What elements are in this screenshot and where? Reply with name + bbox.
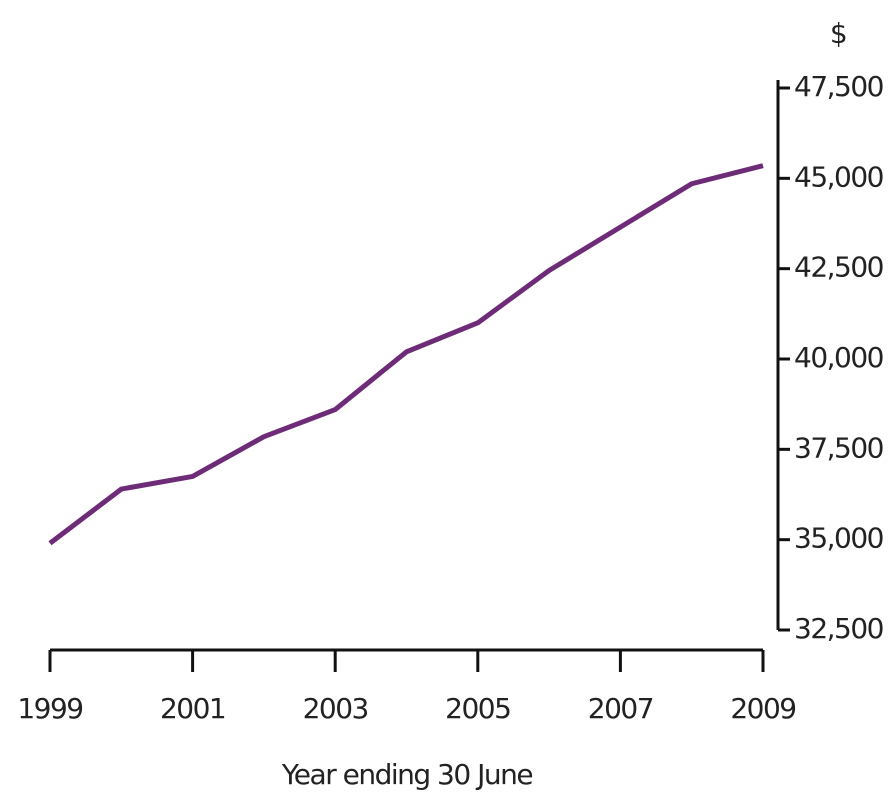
x-tick-label: 2009 <box>730 692 795 725</box>
x-axis-label: Year ending 30 June <box>281 758 532 791</box>
data-line <box>48 163 764 546</box>
y-tick-label: 47,500 <box>794 70 883 103</box>
y-tick-label: 40,000 <box>794 341 883 374</box>
y-tick-label: 35,000 <box>794 522 883 555</box>
y-tick-label: 37,500 <box>794 431 883 464</box>
x-tick-label: 1999 <box>17 692 82 725</box>
y-tick-label: 45,000 <box>794 160 883 193</box>
x-tick-label: 2001 <box>160 692 225 725</box>
x-tick-label: 2003 <box>303 692 368 725</box>
y-tick-label: 32,500 <box>794 612 883 645</box>
y-tick-label: 42,500 <box>794 251 883 284</box>
x-tick-label: 2005 <box>445 692 510 725</box>
x-tick-label: 2007 <box>588 692 653 725</box>
y-axis-label: $ <box>830 17 846 50</box>
